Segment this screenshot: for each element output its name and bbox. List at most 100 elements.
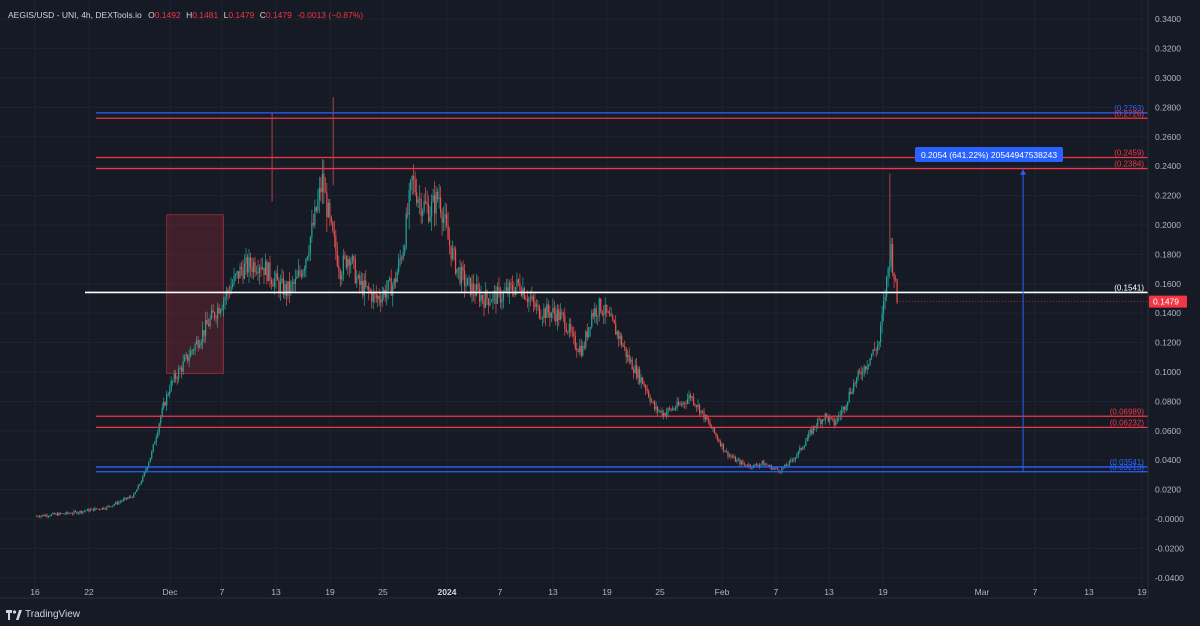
candle-body <box>456 268 458 274</box>
candle-body <box>767 465 769 467</box>
last-price-tag <box>1149 295 1187 308</box>
candle-body <box>447 224 449 240</box>
candle-body <box>344 255 346 257</box>
candle-body <box>707 419 710 422</box>
candle-body <box>282 278 285 295</box>
candle-body <box>293 282 295 284</box>
open-label: O <box>148 10 155 20</box>
candle-body <box>134 491 136 494</box>
candle-body <box>769 465 771 467</box>
candle-body <box>276 273 279 281</box>
candle-body <box>345 256 347 268</box>
candle-body <box>887 268 889 277</box>
candle-body <box>724 450 726 452</box>
candle-body <box>318 187 320 200</box>
candle-body <box>516 279 518 288</box>
candle-body <box>169 390 171 394</box>
candle-body <box>564 315 566 329</box>
candle-body <box>215 317 217 319</box>
candle-body <box>224 296 226 301</box>
candle-body <box>793 459 795 461</box>
candle-body <box>812 426 814 434</box>
candle-body <box>610 315 612 317</box>
candle-body <box>663 412 665 416</box>
candle-body <box>305 259 307 269</box>
candle-body <box>199 345 201 348</box>
candle-body <box>309 237 311 253</box>
candle-body <box>625 347 627 357</box>
horizontal-levels[interactable]: (0.2763)(0.2726) (0.2459) (0.2384) (0.1541)… <box>85 104 1148 473</box>
candle-body <box>721 443 723 447</box>
candle-body <box>514 287 517 295</box>
measure-label-box[interactable] <box>915 147 1063 162</box>
candle-body <box>97 508 99 510</box>
candle-body <box>408 189 410 215</box>
candle-body <box>101 507 103 510</box>
candle-body <box>116 502 118 504</box>
candle-body <box>778 469 780 472</box>
candle-body <box>342 255 344 275</box>
y-tick-label: 0.1600 <box>1155 279 1181 289</box>
candle-body <box>739 459 741 465</box>
candle-body <box>507 287 509 294</box>
candle-body <box>624 346 626 348</box>
x-tick-label: Mar <box>975 587 990 597</box>
candle-body <box>891 244 894 273</box>
candle-body <box>642 377 644 385</box>
candle-body <box>70 513 72 514</box>
candle-body <box>263 267 265 276</box>
measure-tool[interactable]: 0.2054 (641.22%) 20544947538243 <box>915 147 1063 472</box>
candle-body <box>216 307 219 319</box>
candle-body <box>350 262 352 266</box>
candle-body <box>541 317 543 319</box>
candle-body <box>868 364 870 367</box>
candle-body <box>809 429 811 433</box>
candle-body <box>92 508 94 511</box>
candle-body <box>230 287 232 294</box>
x-tick-label: 16 <box>30 587 40 597</box>
candle-body <box>266 261 268 281</box>
candle-body <box>800 447 802 450</box>
candle-body <box>67 512 69 514</box>
candle-body <box>115 502 117 505</box>
candle-body <box>393 278 395 286</box>
candle-body <box>576 348 578 351</box>
candle-body <box>324 192 326 193</box>
candle-body <box>184 357 186 362</box>
candle-body <box>378 296 380 300</box>
candle-body <box>278 280 280 293</box>
candle-body <box>121 500 123 502</box>
candle-body <box>748 464 750 467</box>
candle-body <box>586 331 588 338</box>
candle-body <box>502 292 505 301</box>
candle-body <box>422 210 424 217</box>
candle-body <box>796 455 798 458</box>
candle-body <box>246 257 249 273</box>
candle-body <box>333 231 335 237</box>
candle-body <box>499 289 502 303</box>
candle-body <box>332 222 334 232</box>
tradingview-brand[interactable]: TradingView <box>6 609 80 620</box>
candle-body <box>791 459 793 461</box>
candle-body <box>609 312 611 317</box>
candle-body <box>104 508 106 510</box>
candle-body <box>823 419 825 421</box>
candle-body <box>571 331 573 333</box>
candle-body <box>784 464 786 468</box>
candle-body <box>612 315 614 321</box>
candle-body <box>636 365 638 378</box>
y-tick-label: 0.2000 <box>1155 220 1181 230</box>
price-axis[interactable]: 0.3400 0.3200 0.3000 0.2800 0.2600 0.2400 0.22… <box>897 0 1187 598</box>
candle-body <box>410 180 412 190</box>
time-axis[interactable]: 16 22 Dec 7 13 19 25 2024 7 13 19 25 Feb 7 13 19 Mar 7 13 1… <box>0 587 1148 599</box>
candle-body <box>558 309 560 320</box>
candle-body <box>671 408 674 411</box>
candle-body <box>673 408 675 410</box>
candle-body <box>172 380 174 382</box>
candle-body <box>47 516 50 517</box>
candle-body <box>683 402 686 404</box>
candle-body <box>214 312 216 318</box>
candle-body <box>725 451 728 452</box>
candle-body <box>249 257 252 268</box>
